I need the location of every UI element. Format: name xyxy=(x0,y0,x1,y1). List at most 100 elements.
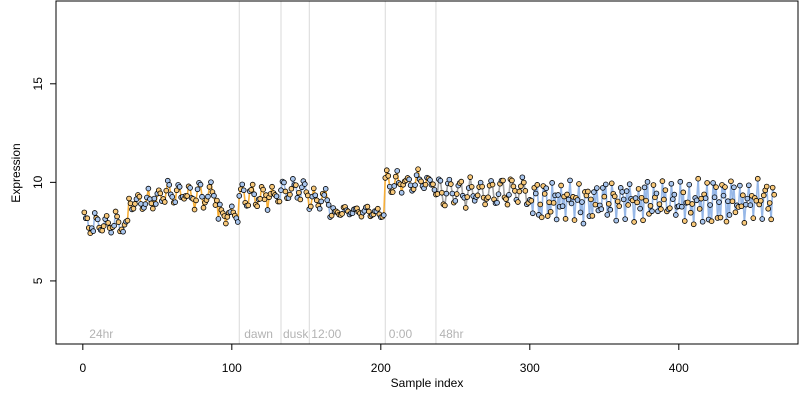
data-point xyxy=(184,193,190,199)
data-point xyxy=(649,208,655,214)
data-point xyxy=(157,190,164,197)
data-point xyxy=(383,167,390,174)
data-point xyxy=(704,180,710,186)
data-point xyxy=(601,193,608,200)
data-point xyxy=(108,229,114,236)
data-point xyxy=(614,198,621,205)
data-point xyxy=(504,201,511,208)
data-point xyxy=(448,181,454,187)
data-point xyxy=(680,189,687,196)
data-point xyxy=(607,206,614,213)
data-point xyxy=(453,191,460,197)
data-point xyxy=(187,185,193,191)
data-point xyxy=(695,175,701,182)
data-point xyxy=(145,185,152,192)
data-point xyxy=(127,200,134,207)
data-point xyxy=(115,219,122,225)
data-point xyxy=(99,227,105,234)
data-point xyxy=(518,183,524,190)
data-point xyxy=(638,194,645,201)
data-point xyxy=(661,196,667,203)
data-point xyxy=(656,201,663,207)
data-point xyxy=(763,183,770,190)
data-point xyxy=(698,195,704,202)
data-point xyxy=(151,195,158,202)
phase-label-dusk: dusk xyxy=(283,327,309,341)
data-point xyxy=(522,188,529,194)
data-point xyxy=(726,212,733,218)
data-point xyxy=(412,182,418,188)
data-point xyxy=(161,199,168,205)
data-point xyxy=(81,209,88,216)
data-point xyxy=(364,203,371,210)
data-point xyxy=(239,181,246,188)
data-point xyxy=(269,183,275,190)
data-point xyxy=(163,187,170,194)
data-point xyxy=(111,222,117,229)
data-point xyxy=(474,192,481,199)
data-point xyxy=(659,178,666,184)
data-point xyxy=(415,166,421,172)
data-point xyxy=(588,196,594,203)
data-point xyxy=(740,192,746,199)
data-point xyxy=(90,228,97,234)
data-point xyxy=(316,205,323,212)
data-point xyxy=(130,205,137,212)
data-point xyxy=(389,189,396,195)
data-point xyxy=(598,206,605,212)
data-point xyxy=(555,192,561,198)
data-point xyxy=(564,191,570,198)
data-point xyxy=(172,199,178,205)
data-point xyxy=(434,191,441,197)
data-point xyxy=(339,211,345,217)
data-point xyxy=(287,191,293,198)
data-point xyxy=(148,200,155,207)
data-point xyxy=(290,176,296,182)
data-point xyxy=(276,198,283,205)
data-point xyxy=(689,201,696,207)
data-point xyxy=(124,217,131,224)
data-point xyxy=(380,212,387,218)
x-tick-label: 100 xyxy=(222,361,242,375)
data-point xyxy=(605,201,612,207)
phase-label-24hr: 24hr xyxy=(89,327,113,341)
data-point xyxy=(328,212,335,219)
data-point xyxy=(494,199,500,206)
data-point xyxy=(765,206,772,212)
data-point xyxy=(302,181,308,187)
data-point xyxy=(604,212,611,218)
data-point xyxy=(103,213,110,219)
y-tick-label: 15 xyxy=(31,77,45,91)
data-point xyxy=(547,208,554,215)
data-point xyxy=(458,178,465,185)
data-point xyxy=(193,197,199,204)
connecting-segment xyxy=(502,180,506,198)
data-point xyxy=(205,193,211,200)
data-point xyxy=(310,185,317,192)
data-point xyxy=(623,188,630,194)
data-point xyxy=(650,182,657,188)
data-point xyxy=(585,188,591,195)
data-point xyxy=(437,177,444,184)
data-point xyxy=(366,208,372,215)
connecting-segment xyxy=(536,184,540,215)
data-point xyxy=(264,207,271,213)
data-point xyxy=(211,192,217,199)
data-point xyxy=(757,197,764,204)
connecting-segment xyxy=(683,202,688,222)
data-point xyxy=(631,219,637,225)
data-point xyxy=(699,218,706,225)
connecting-segment xyxy=(382,177,387,216)
data-point xyxy=(462,205,469,211)
connecting-segment xyxy=(697,178,701,209)
data-point xyxy=(591,189,597,195)
data-point xyxy=(708,218,715,224)
data-point xyxy=(422,181,429,188)
data-point xyxy=(94,216,101,223)
data-point xyxy=(318,198,325,205)
data-point xyxy=(760,192,767,199)
data-point xyxy=(686,181,693,188)
data-point xyxy=(199,193,205,200)
data-point xyxy=(754,175,761,182)
data-point xyxy=(479,183,485,190)
